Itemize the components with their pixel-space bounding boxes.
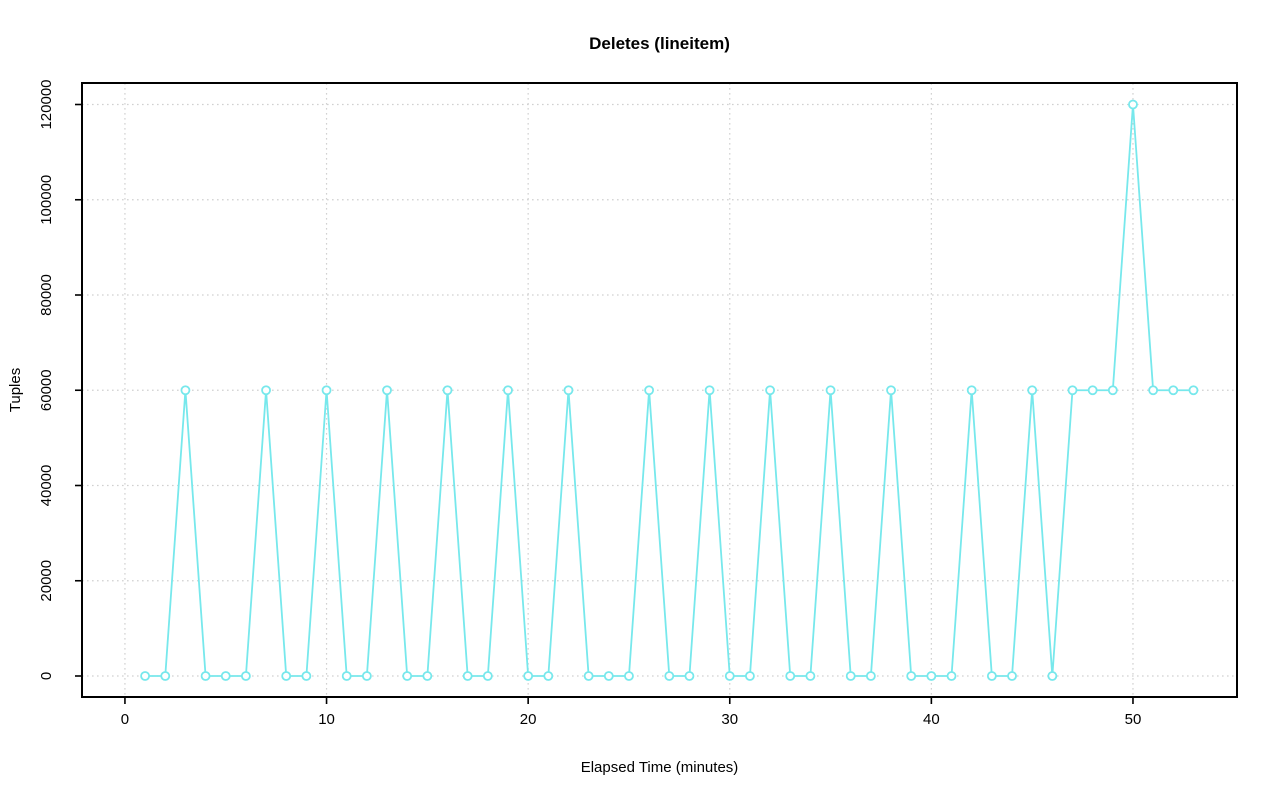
data-point <box>745 671 755 681</box>
data-point <box>422 671 433 681</box>
data-point <box>785 671 796 681</box>
data-point <box>442 385 453 396</box>
data-point <box>1087 385 1098 396</box>
data-point <box>543 671 554 681</box>
y-tick-label: 100000 <box>38 175 55 225</box>
data-point <box>1128 99 1138 110</box>
y-tick-label: 120000 <box>38 79 55 129</box>
data-point <box>724 671 735 681</box>
data-point <box>926 671 937 681</box>
data-point <box>1168 385 1179 396</box>
data-point <box>966 385 977 396</box>
data-point <box>845 671 856 681</box>
data-point <box>765 385 775 396</box>
data-point <box>361 671 372 681</box>
data-point <box>805 671 816 681</box>
data-point <box>462 671 473 681</box>
data-point <box>603 671 614 681</box>
data-point <box>341 671 352 681</box>
data-point <box>482 671 493 681</box>
data-point <box>321 385 332 396</box>
data-point <box>946 671 957 681</box>
data-point <box>563 385 574 396</box>
x-tick-label: 20 <box>520 711 537 728</box>
data-point <box>825 385 836 396</box>
y-tick-label: 0 <box>38 672 55 680</box>
data-point <box>986 671 997 681</box>
y-axis-title: Tuples <box>7 368 24 412</box>
grid <box>82 83 1237 697</box>
data-point <box>220 671 231 681</box>
data-point <box>180 385 191 396</box>
data-point <box>160 671 171 681</box>
data-point <box>865 671 876 681</box>
y-tick-label: 60000 <box>38 369 55 411</box>
y-tick-label: 20000 <box>38 560 55 602</box>
x-tick-label: 0 <box>121 711 129 728</box>
data-point <box>1107 385 1118 396</box>
data-point <box>402 671 413 681</box>
data-point <box>241 671 251 681</box>
plot-border <box>81 82 1238 698</box>
data-point <box>140 671 151 681</box>
x-tick-label: 50 <box>1125 711 1142 728</box>
data-point <box>301 671 312 681</box>
data-point <box>1047 671 1058 681</box>
data-point <box>886 385 896 396</box>
x-tick-label: 10 <box>318 711 335 728</box>
x-axis-title: Elapsed Time (minutes) <box>581 759 739 776</box>
x-tick-label: 40 <box>923 711 940 728</box>
data-point <box>1067 385 1078 396</box>
data-point <box>1027 385 1038 396</box>
data-point <box>583 671 594 681</box>
data-point <box>644 385 655 396</box>
data-point <box>261 385 271 396</box>
data-point <box>281 671 292 681</box>
y-tick-label: 80000 <box>38 274 55 316</box>
data-point <box>382 385 392 396</box>
data-point <box>684 671 695 681</box>
y-tick-label: 40000 <box>38 465 55 507</box>
data-point <box>906 671 917 681</box>
data-point <box>523 671 534 681</box>
data-point <box>200 671 211 681</box>
axes: 0 10 20 30 40 50 0 20000 40000 60000 80000 100000 12… <box>38 79 1238 728</box>
data-point <box>1148 385 1159 396</box>
data-point <box>503 385 513 396</box>
data-point <box>704 385 715 396</box>
data-point <box>1188 385 1199 396</box>
x-tick-label: 30 <box>721 711 738 728</box>
data-point <box>624 671 634 681</box>
chart-title: Deletes (lineitem) <box>589 34 730 53</box>
data-series <box>140 99 1199 681</box>
data-point <box>1007 671 1017 681</box>
data-point <box>664 671 675 681</box>
